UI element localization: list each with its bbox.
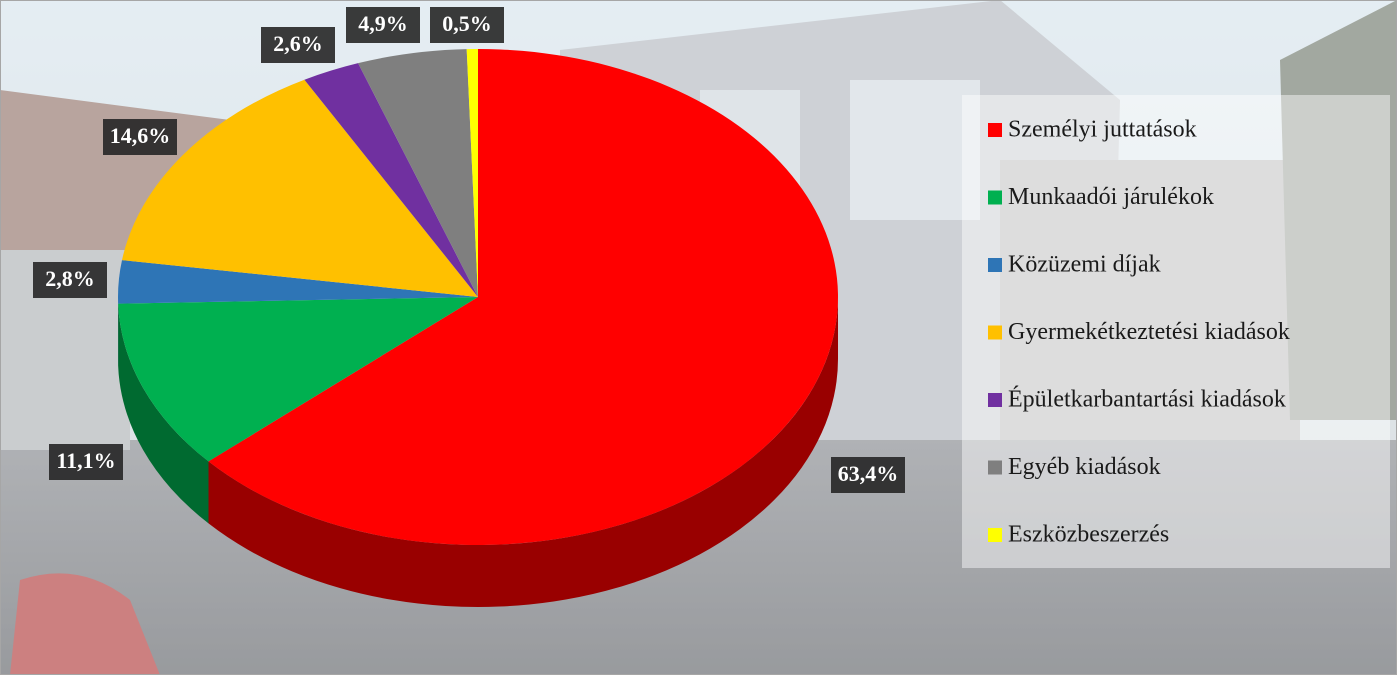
value-label-box xyxy=(33,262,107,298)
slice xyxy=(208,49,838,545)
slice-side xyxy=(118,303,209,524)
legend-label: Eszközbeszerzés xyxy=(1008,522,1169,548)
value-label-box xyxy=(103,119,177,155)
value-label: 2,8% xyxy=(45,266,95,291)
slice xyxy=(304,63,478,297)
value-label-box xyxy=(49,444,123,480)
legend-swatch xyxy=(988,393,1002,407)
legend-swatch xyxy=(988,190,1002,205)
value-label: 2,6% xyxy=(273,31,323,56)
value-label-box xyxy=(261,27,335,63)
legend-label: Gyermekétkeztetési kiadások xyxy=(1008,319,1290,345)
value-label: 4,9% xyxy=(358,11,408,36)
legend-label: Munkaadói járulékok xyxy=(1008,184,1214,210)
value-label: 63,4% xyxy=(838,461,899,486)
legend-swatch xyxy=(988,460,1002,475)
legend-swatch xyxy=(988,258,1002,272)
value-label-box xyxy=(430,7,504,43)
slice xyxy=(358,49,478,297)
legend-label: Személyi juttatások xyxy=(1008,117,1197,143)
slice-side xyxy=(208,297,838,607)
legend-swatch xyxy=(988,325,1002,340)
legend-label: Épületkarbantartási kiadások xyxy=(1008,387,1286,413)
value-label: 14,6% xyxy=(110,123,171,148)
slice xyxy=(122,79,479,297)
value-label-box xyxy=(831,457,905,493)
value-label-box xyxy=(346,7,420,43)
slice xyxy=(466,49,478,297)
legend-box xyxy=(962,95,1390,568)
legend-swatch xyxy=(988,123,1002,137)
value-label: 0,5% xyxy=(442,11,492,36)
slice xyxy=(118,260,479,304)
legend-swatch xyxy=(988,528,1002,542)
legend-label: Közüzemi díjak xyxy=(1008,252,1161,278)
value-label: 11,1% xyxy=(56,448,115,473)
pie xyxy=(118,49,838,607)
slice xyxy=(118,297,478,462)
legend-label: Egyéb kiadások xyxy=(1008,454,1161,480)
